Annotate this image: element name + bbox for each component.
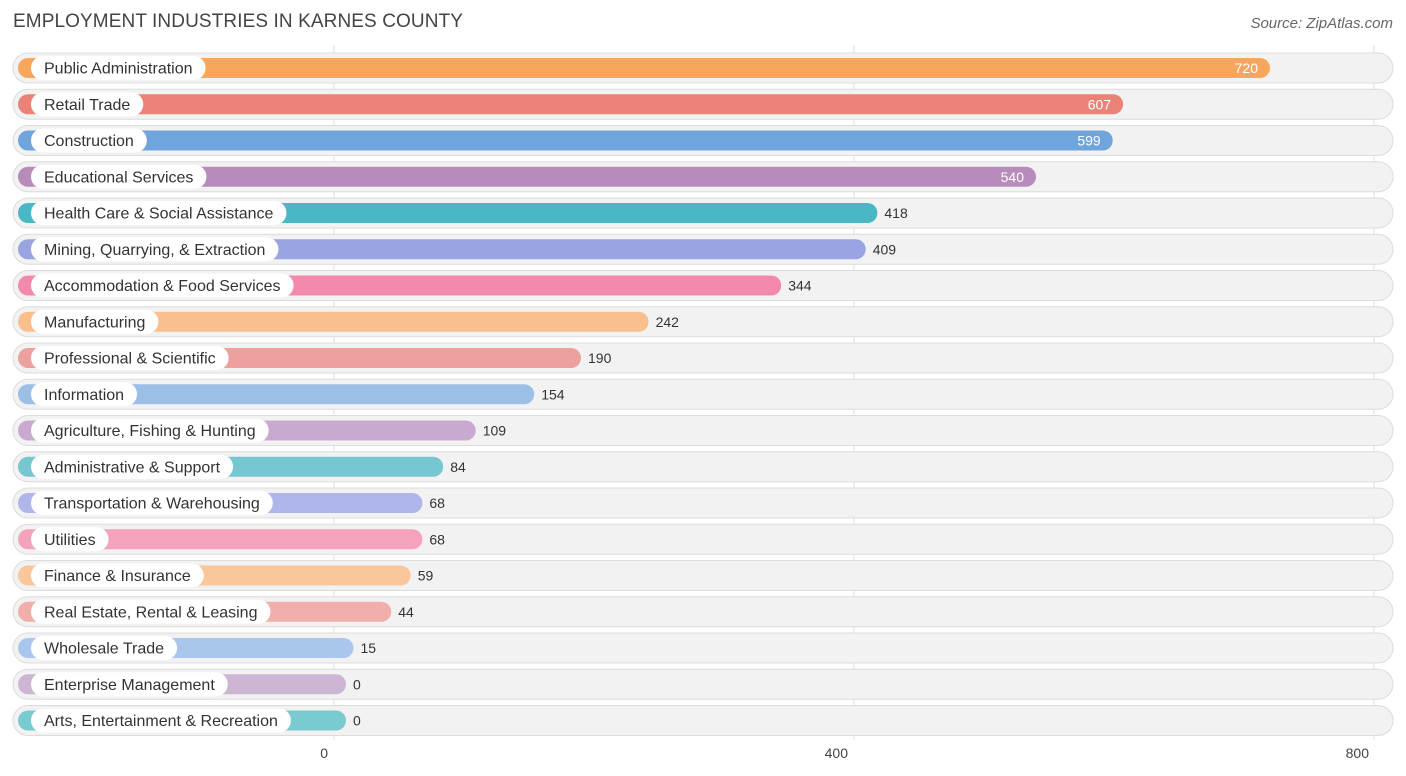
value-label: 540 bbox=[1001, 169, 1025, 185]
bar bbox=[18, 130, 1113, 151]
category-label-pill bbox=[31, 527, 109, 552]
bar-row: Public Administration 720 bbox=[12, 52, 1394, 84]
category-label-pill bbox=[31, 346, 229, 370]
value-label: 15 bbox=[361, 640, 377, 656]
bar-row: Real Estate, Rental & Leasing 44 bbox=[12, 596, 1394, 628]
value-label: 44 bbox=[398, 604, 414, 620]
bar-row: Enterprise Management 0 bbox=[12, 668, 1394, 700]
x-tick-label: 0 bbox=[320, 745, 328, 761]
category-label-pill bbox=[31, 708, 291, 733]
bar-row: Accommodation & Food Services 344 bbox=[12, 270, 1394, 301]
category-label: Educational Services bbox=[44, 169, 193, 186]
value-label: 344 bbox=[788, 278, 812, 294]
bar-row: Construction 599 bbox=[12, 125, 1394, 156]
bar-track bbox=[12, 705, 1394, 736]
bar bbox=[18, 94, 1124, 115]
category-label-pill bbox=[31, 563, 204, 588]
category-label-pill bbox=[31, 237, 279, 262]
category-label: Accommodation & Food Services bbox=[44, 278, 281, 295]
category-label: Manufacturing bbox=[44, 314, 145, 331]
bar bbox=[18, 311, 649, 332]
bar-row: Information 154 bbox=[12, 378, 1394, 410]
category-label: Mining, Quarrying, & Extraction bbox=[44, 242, 265, 259]
bar-row: Arts, Entertainment & Recreation 0 bbox=[12, 705, 1394, 736]
category-label: Arts, Entertainment & Recreation bbox=[44, 713, 278, 730]
bar bbox=[18, 529, 423, 550]
category-label-pill bbox=[31, 56, 206, 80]
category-label: Wholesale Trade bbox=[44, 641, 164, 658]
category-label-pill bbox=[31, 599, 271, 624]
bar-row: Educational Services 540 bbox=[12, 161, 1394, 193]
chart-source: Source: ZipAtlas.com bbox=[1250, 15, 1393, 32]
category-label: Public Administration bbox=[44, 61, 193, 78]
category-label-pill bbox=[31, 201, 287, 225]
value-label: 84 bbox=[450, 459, 466, 475]
category-label: Utilities bbox=[44, 532, 96, 549]
value-label: 154 bbox=[541, 386, 565, 402]
value-label: 599 bbox=[1077, 133, 1101, 149]
value-label: 109 bbox=[483, 423, 507, 439]
bar-row: Manufacturing 242 bbox=[12, 306, 1394, 338]
category-label: Finance & Insurance bbox=[44, 568, 191, 585]
bar-row: Health Care & Social Assistance 418 bbox=[12, 197, 1394, 229]
category-label-pill bbox=[31, 128, 147, 153]
category-label-pill bbox=[31, 164, 207, 189]
category-label-pill bbox=[31, 418, 269, 443]
bar-track bbox=[12, 632, 1394, 664]
category-label-pill bbox=[31, 309, 159, 334]
value-label: 409 bbox=[873, 241, 897, 257]
bar-row: Administrative & Support 84 bbox=[12, 451, 1394, 483]
category-label-pill bbox=[31, 454, 234, 479]
value-label: 190 bbox=[588, 350, 612, 366]
category-label: Real Estate, Rental & Leasing bbox=[44, 604, 257, 621]
bar-row: Wholesale Trade 15 bbox=[12, 632, 1394, 664]
value-label: 0 bbox=[353, 676, 361, 692]
category-label: Health Care & Social Assistance bbox=[44, 206, 274, 223]
category-label-pill bbox=[31, 636, 178, 660]
category-label: Agriculture, Fishing & Hunting bbox=[44, 423, 256, 440]
category-label: Transportation & Warehousing bbox=[44, 496, 260, 513]
value-label: 720 bbox=[1235, 60, 1259, 76]
value-label: 68 bbox=[429, 531, 445, 547]
value-label: 242 bbox=[656, 314, 680, 330]
category-label: Retail Trade bbox=[44, 97, 130, 114]
bar-row: Transportation & Warehousing 68 bbox=[12, 487, 1394, 519]
category-label-pill bbox=[31, 382, 138, 407]
bar-row: Utilities 68 bbox=[12, 523, 1394, 555]
bar bbox=[18, 384, 535, 405]
value-label: 59 bbox=[418, 568, 434, 584]
value-label: 418 bbox=[884, 205, 908, 221]
category-label: Professional & Scientific bbox=[44, 351, 216, 368]
value-label: 68 bbox=[429, 495, 445, 511]
category-label: Construction bbox=[44, 133, 134, 150]
bar-row: Retail Trade 607 bbox=[12, 88, 1394, 120]
bar-row: Mining, Quarrying, & Extraction 409 bbox=[12, 233, 1394, 265]
category-label-pill bbox=[31, 672, 228, 697]
x-tick-label: 400 bbox=[825, 745, 849, 761]
value-label: 607 bbox=[1088, 96, 1112, 112]
bar-track bbox=[12, 668, 1394, 700]
bar bbox=[18, 58, 1270, 78]
category-label: Information bbox=[44, 387, 124, 404]
category-label-pill bbox=[31, 92, 144, 117]
x-tick-label: 800 bbox=[1346, 745, 1370, 761]
bar-row: Finance & Insurance 59 bbox=[12, 560, 1394, 591]
category-label: Administrative & Support bbox=[44, 459, 221, 476]
value-label: 0 bbox=[353, 713, 361, 729]
category-label: Enterprise Management bbox=[44, 677, 215, 694]
bar-row: Agriculture, Fishing & Hunting 109 bbox=[12, 415, 1394, 446]
category-label-pill bbox=[31, 491, 273, 515]
category-label-pill bbox=[31, 273, 294, 298]
chart-title: EMPLOYMENT INDUSTRIES IN KARNES COUNTY bbox=[13, 11, 464, 32]
bar-row: Professional & Scientific 190 bbox=[12, 342, 1394, 374]
bar bbox=[18, 166, 1036, 187]
